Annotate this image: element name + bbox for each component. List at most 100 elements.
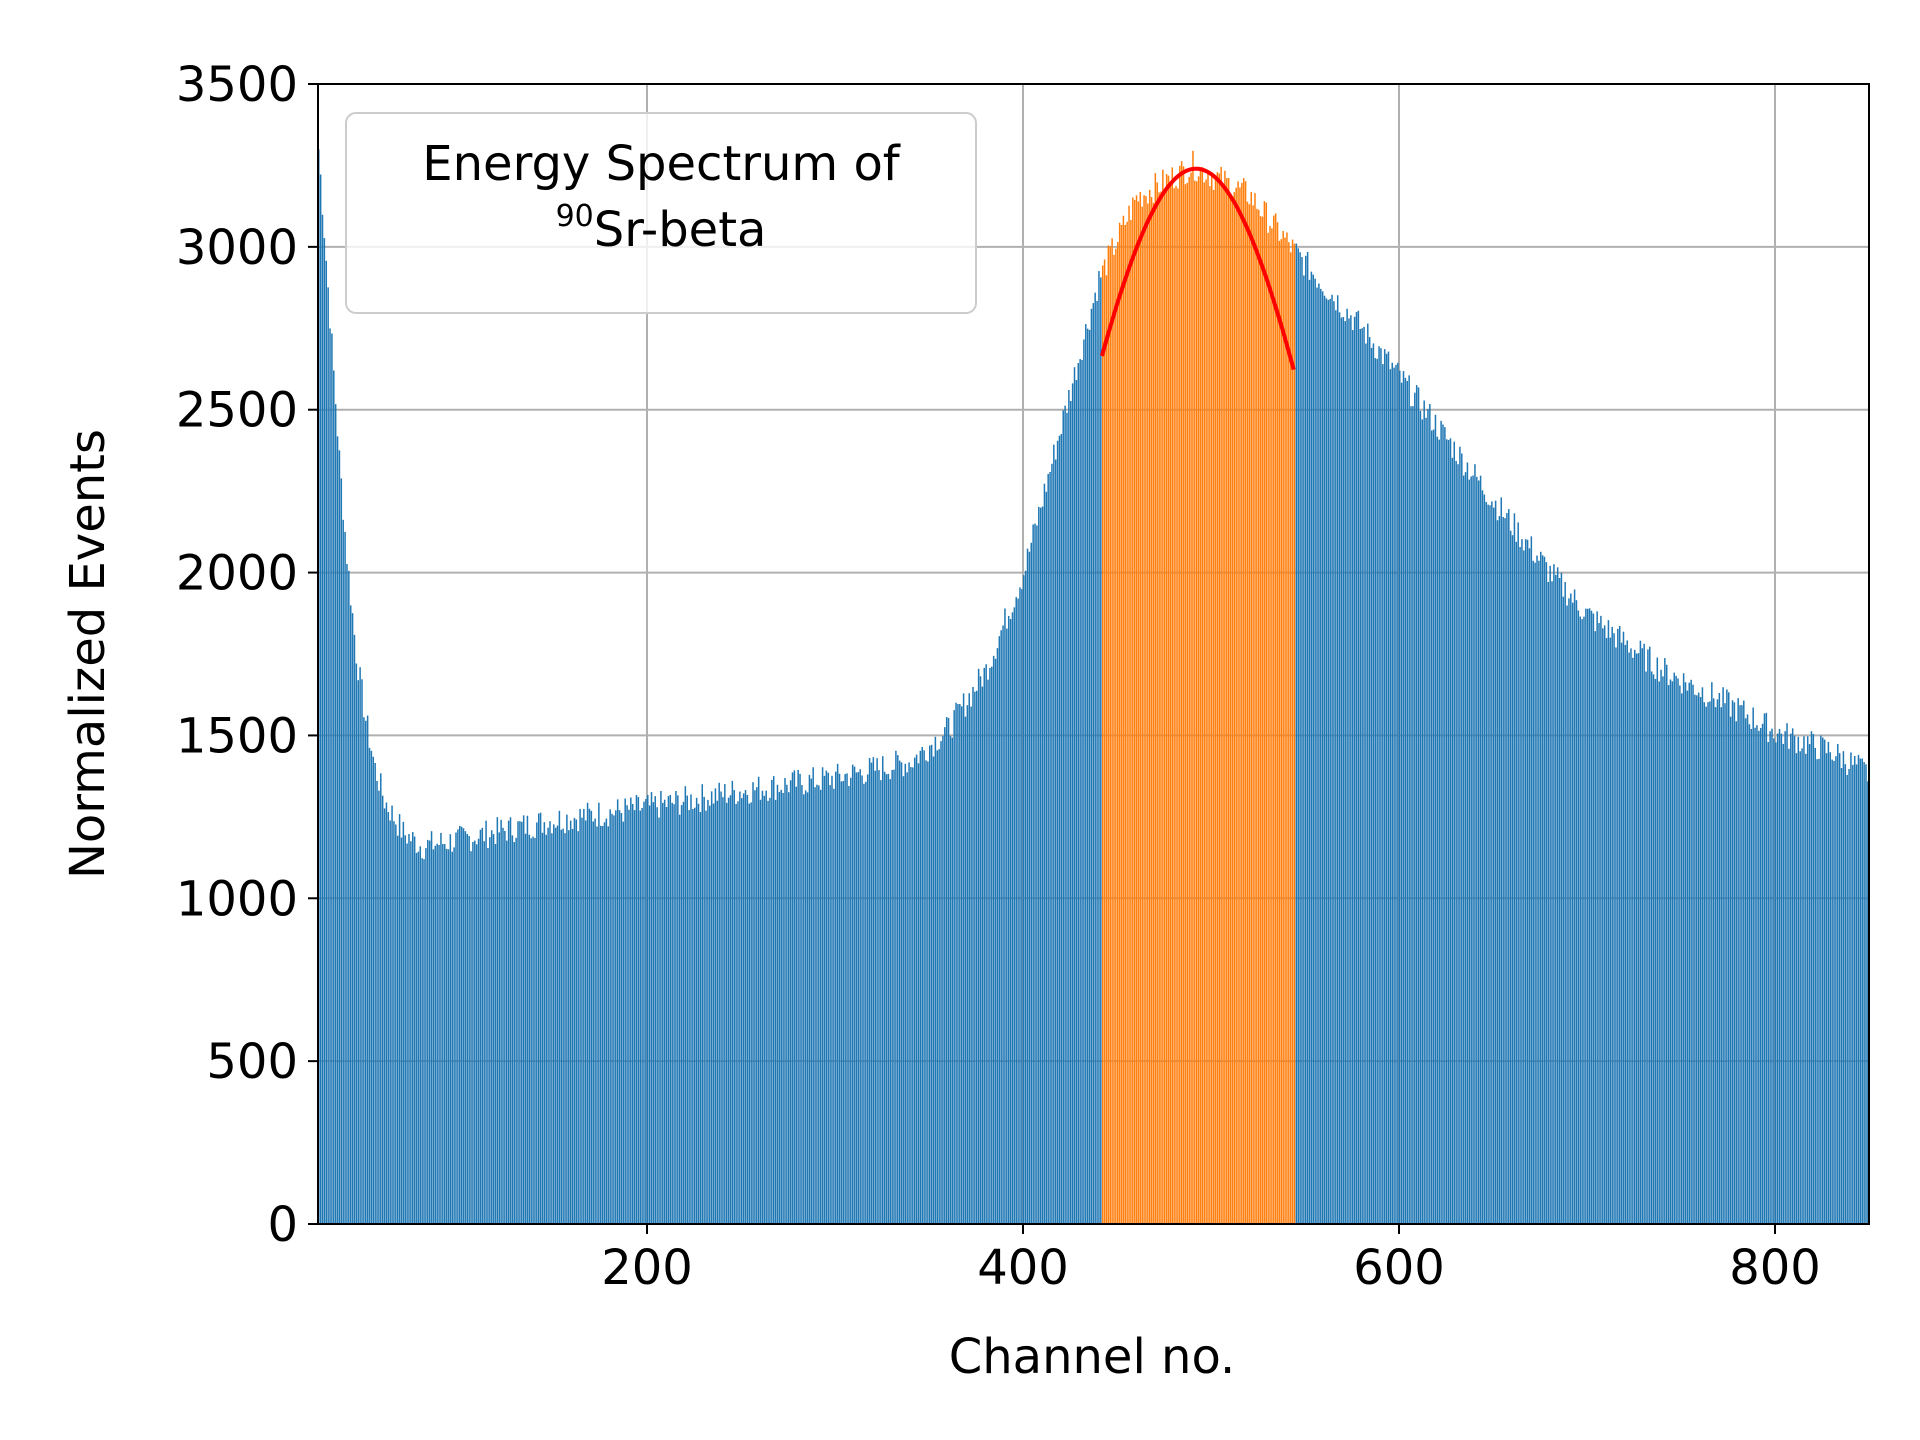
bar [825,770,828,1224]
bar [1754,727,1756,1224]
bar [678,814,681,1224]
bar [588,808,591,1224]
bar [1658,681,1660,1224]
bar [1073,367,1076,1224]
bar-fit-region [1276,222,1279,1225]
x-tick-label: 600 [1353,1240,1445,1296]
bar [714,788,717,1224]
bar [331,333,333,1225]
bar [445,848,448,1224]
bar [1831,759,1833,1224]
bar [923,750,925,1224]
bar [383,808,386,1224]
bar [979,676,982,1224]
bar [1323,295,1326,1225]
bar [1820,735,1822,1224]
bar [338,450,341,1225]
bar [1359,328,1362,1224]
bar [1440,420,1442,1224]
bar [1075,380,1078,1224]
bar [1453,441,1456,1224]
bar-fit-region [1224,170,1226,1224]
bar [803,794,805,1224]
bar [848,785,850,1224]
bar [1759,727,1762,1224]
bar [1320,288,1322,1224]
bar [782,792,784,1224]
bar [545,834,547,1224]
bar [1731,700,1734,1224]
bar [483,841,485,1224]
bar [1634,649,1636,1224]
bar [1615,647,1617,1224]
bar-fit-region [1120,224,1123,1225]
bar [1675,675,1677,1224]
bar [1808,744,1811,1224]
bar [720,791,722,1224]
bar [477,838,480,1224]
bar [1624,644,1627,1224]
bar [968,693,970,1224]
bar [327,287,329,1224]
bar [1434,414,1437,1224]
bar [346,564,348,1224]
bar [742,793,745,1224]
bar-fit-region [1282,230,1284,1225]
bar [1793,735,1796,1224]
bar [1039,507,1042,1224]
bar [945,717,948,1224]
bar [741,798,743,1224]
bar [1470,476,1472,1224]
bar [1553,564,1555,1224]
bar [1575,600,1578,1224]
bar [1459,446,1461,1224]
bar [1056,440,1059,1224]
bar [880,780,882,1224]
bar [1714,707,1717,1224]
bar [677,795,679,1224]
bar [1635,653,1638,1224]
bar-fit-region [1261,216,1264,1224]
bar [1047,473,1049,1224]
bar [412,832,414,1224]
bar [1509,530,1512,1224]
bar-fit-region [1109,246,1111,1225]
bar [1677,678,1679,1224]
bar [1758,730,1760,1224]
bar [953,710,955,1224]
bar [1571,602,1574,1224]
bar-fit-region [1227,178,1230,1224]
bar [1472,475,1474,1224]
bar-fit-region [1267,232,1269,1225]
bar [1641,648,1644,1224]
bar [994,658,997,1224]
plot-frame [317,83,1870,1225]
bar [1577,610,1580,1224]
bar [368,747,371,1224]
x-axis-label: Channel no. [949,1329,1236,1385]
bar [586,802,589,1224]
x-tick-label: 800 [1729,1240,1821,1296]
bar [863,783,865,1224]
bar [1380,348,1382,1224]
bar [1743,700,1745,1224]
bar [927,761,929,1224]
bar [750,802,752,1224]
bar [398,814,401,1224]
bar [1570,593,1572,1224]
bar [1098,271,1100,1224]
bar-fit-region [1128,205,1130,1224]
bar [447,849,450,1224]
bar-fit-region [1164,189,1166,1225]
bar-fit-region [1241,182,1243,1224]
bar [323,238,326,1224]
bar-fit-region [1101,265,1104,1224]
bar [1383,349,1386,1224]
bar [1701,687,1704,1224]
bar [791,772,794,1224]
bar [462,828,465,1224]
bar [1528,548,1531,1224]
bar-fit-region [1118,222,1121,1225]
bar [801,785,803,1224]
bar-fit-region [1273,215,1275,1225]
